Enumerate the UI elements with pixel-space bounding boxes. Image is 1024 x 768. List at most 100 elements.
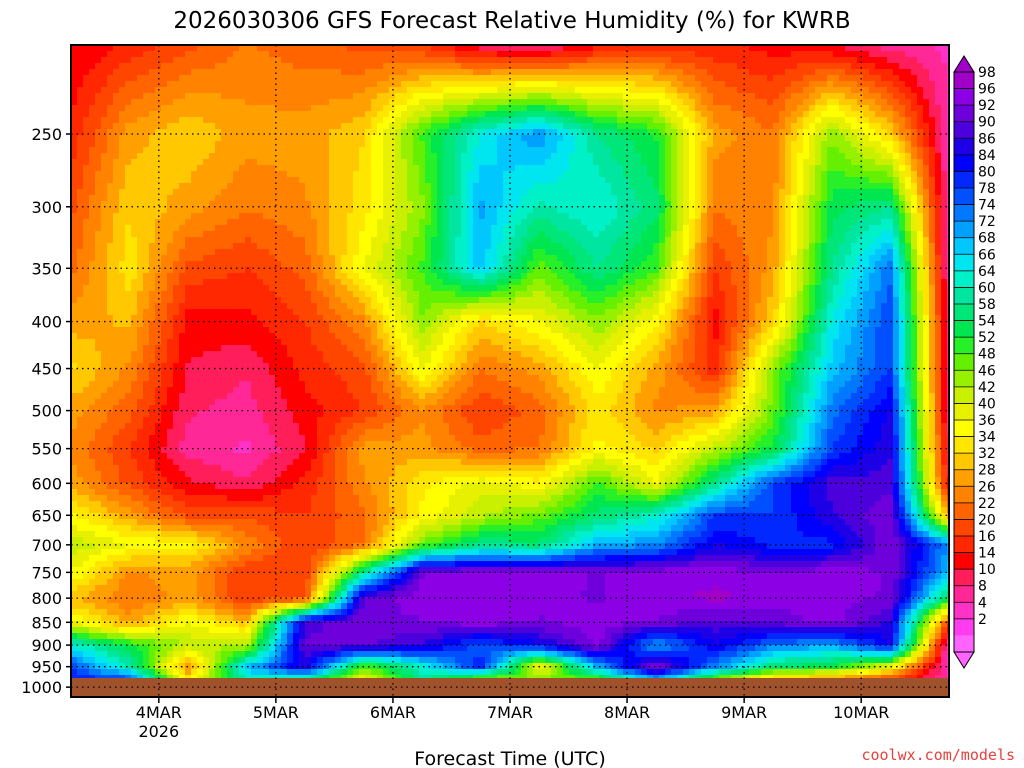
heatmap-cell: [275, 309, 282, 316]
heatmap-cell: [341, 567, 348, 574]
heatmap-cell: [113, 387, 120, 394]
heatmap-cell: [131, 489, 138, 496]
heatmap-cell: [137, 387, 144, 394]
heatmap-cell: [317, 363, 324, 370]
heatmap-cell: [119, 141, 126, 148]
heatmap-cell: [335, 471, 342, 478]
heatmap-cell: [125, 57, 132, 64]
heatmap-cell: [173, 591, 180, 598]
heatmap-cell: [257, 603, 264, 610]
heatmap-cell: [95, 51, 102, 58]
heatmap-cell: [329, 447, 336, 454]
heatmap-cell: [221, 579, 228, 586]
heatmap-cell: [71, 585, 78, 592]
heatmap-cell: [71, 351, 78, 358]
heatmap-cell: [203, 567, 210, 574]
heatmap-cell: [257, 393, 264, 400]
heatmap-cell: [299, 495, 306, 502]
heatmap-cell: [227, 381, 234, 388]
heatmap-cell: [263, 417, 270, 424]
heatmap-cell: [293, 471, 300, 478]
heatmap-cell: [269, 189, 276, 196]
heatmap-cell: [131, 255, 138, 262]
heatmap-cell: [275, 99, 282, 106]
heatmap-cell: [77, 669, 84, 676]
heatmap-cell: [287, 261, 294, 268]
heatmap-cell: [143, 255, 150, 262]
heatmap-cell: [113, 609, 120, 616]
heatmap-cell: [341, 279, 348, 286]
heatmap-cell: [239, 249, 246, 256]
heatmap-cell: [173, 135, 180, 142]
heatmap-cell: [83, 525, 90, 532]
heatmap-cell: [221, 627, 228, 634]
heatmap-cell: [191, 321, 198, 328]
heatmap-cell: [221, 417, 228, 424]
heatmap-cell: [155, 435, 162, 442]
heatmap-cell: [227, 177, 234, 184]
heatmap-cell: [125, 663, 132, 670]
heatmap-cell: [305, 99, 312, 106]
heatmap-cell: [167, 513, 174, 520]
heatmap-cell: [341, 339, 348, 346]
heatmap-cell: [269, 471, 276, 478]
heatmap-cell: [131, 387, 138, 394]
heatmap-cell: [149, 279, 156, 286]
heatmap-cell: [305, 225, 312, 232]
heatmap-cell: [317, 615, 324, 622]
heatmap-cell: [335, 561, 342, 568]
heatmap-cell: [167, 345, 174, 352]
heatmap-cell: [257, 621, 264, 628]
heatmap-cell: [101, 513, 108, 520]
heatmap-cell: [185, 639, 192, 646]
heatmap-cell: [287, 447, 294, 454]
heatmap-cell: [251, 591, 258, 598]
heatmap-cell: [287, 315, 294, 322]
heatmap-cell: [299, 63, 306, 70]
heatmap-cell: [263, 147, 270, 154]
heatmap-cell: [149, 255, 156, 262]
heatmap-cell: [323, 351, 330, 358]
heatmap-cell: [239, 213, 246, 220]
heatmap-cell: [239, 111, 246, 118]
heatmap-cell: [311, 399, 318, 406]
heatmap-cell: [131, 231, 138, 238]
heatmap-cell: [89, 159, 96, 166]
heatmap-cell: [323, 375, 330, 382]
heatmap-cell: [245, 261, 252, 268]
heatmap-cell: [71, 603, 78, 610]
heatmap-cell: [281, 669, 288, 676]
heatmap-cell: [257, 399, 264, 406]
heatmap-cell: [323, 213, 330, 220]
heatmap-cell: [101, 411, 108, 418]
heatmap-cell: [287, 615, 294, 622]
heatmap-cell: [179, 519, 186, 526]
heatmap-cell: [215, 255, 222, 262]
heatmap-cell: [311, 153, 318, 160]
heatmap-cell: [245, 657, 252, 664]
heatmap-cell: [281, 207, 288, 214]
heatmap-cell: [269, 267, 276, 274]
heatmap-cell: [89, 219, 96, 226]
heatmap-cell: [173, 159, 180, 166]
heatmap-cell: [335, 177, 342, 184]
heatmap-cell: [311, 345, 318, 352]
heatmap-cell: [185, 627, 192, 634]
heatmap-cell: [335, 51, 342, 58]
heatmap-cell: [95, 345, 102, 352]
heatmap-cell: [245, 45, 252, 52]
heatmap-cell: [209, 135, 216, 142]
heatmap-cell: [143, 351, 150, 358]
heatmap-cell: [221, 585, 228, 592]
heatmap-cell: [341, 543, 348, 550]
heatmap-cell: [179, 543, 186, 550]
heatmap-cell: [179, 153, 186, 160]
heatmap-cell: [203, 519, 210, 526]
heatmap-cell: [329, 291, 336, 298]
heatmap-cell: [113, 495, 120, 502]
heatmap-cell: [185, 309, 192, 316]
heatmap-cell: [329, 411, 336, 418]
heatmap-cell: [329, 171, 336, 178]
heatmap-cell: [173, 225, 180, 232]
